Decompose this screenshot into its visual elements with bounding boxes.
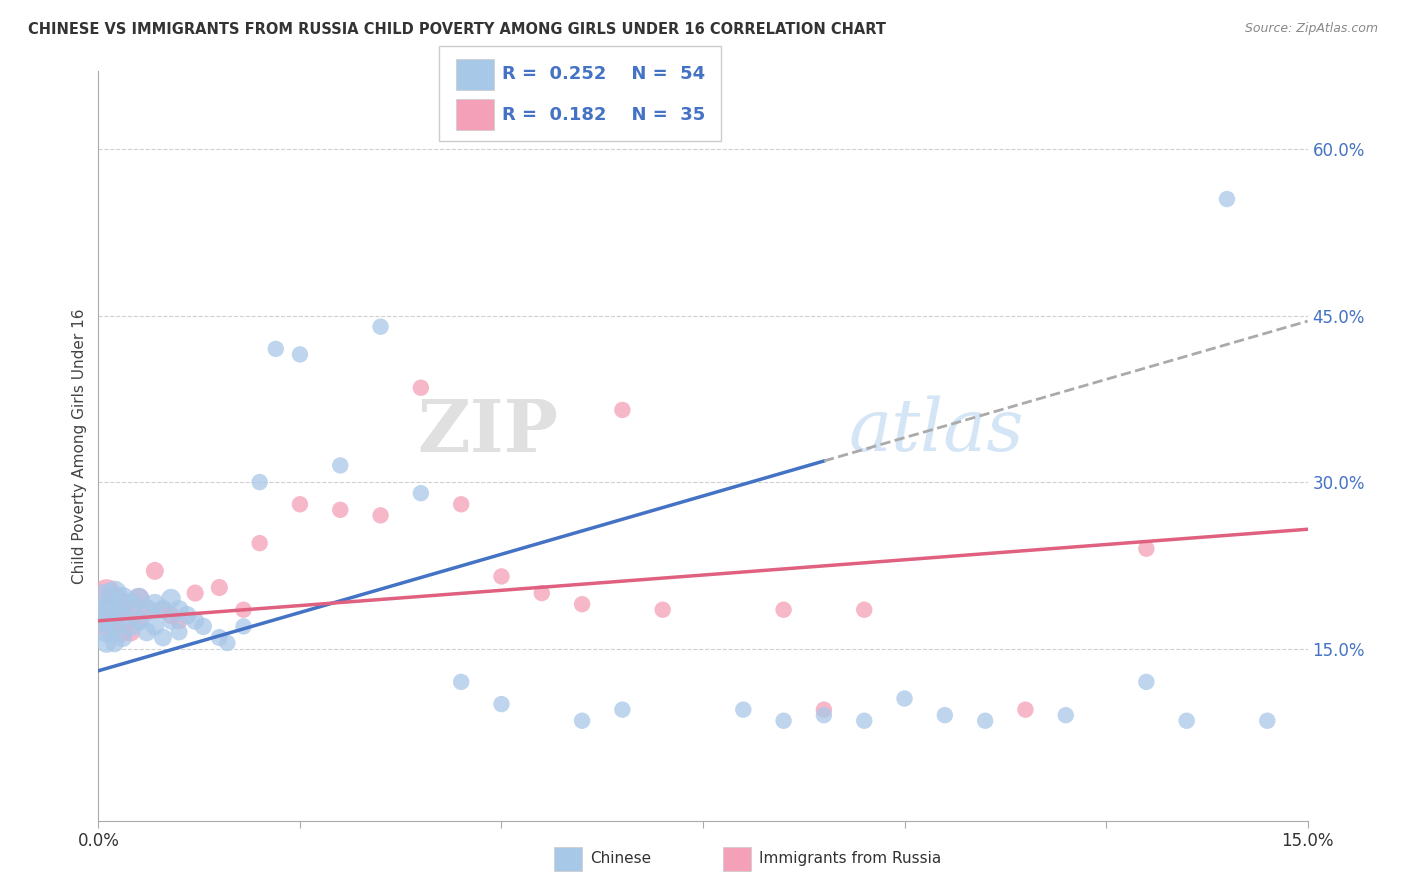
Point <box>120 624 142 639</box>
Point <box>264 342 287 356</box>
Point <box>232 619 254 633</box>
Point <box>208 631 231 645</box>
Point <box>96 614 118 628</box>
Point <box>128 591 150 606</box>
Text: CHINESE VS IMMIGRANTS FROM RUSSIA CHILD POVERTY AMONG GIRLS UNDER 16 CORRELATION: CHINESE VS IMMIGRANTS FROM RUSSIA CHILD … <box>28 22 886 37</box>
Point <box>103 586 125 600</box>
Point <box>934 708 956 723</box>
Text: atlas: atlas <box>848 396 1024 467</box>
Point <box>167 614 190 628</box>
Point <box>193 619 215 633</box>
Point <box>1135 541 1157 556</box>
Point <box>208 581 231 595</box>
Point <box>450 497 472 511</box>
Point <box>612 703 634 717</box>
Point <box>128 591 150 606</box>
Text: Chinese: Chinese <box>591 851 651 866</box>
Point <box>152 603 174 617</box>
Point <box>184 614 207 628</box>
Point <box>571 714 593 728</box>
Point <box>103 614 125 628</box>
Point <box>409 381 432 395</box>
Point <box>232 603 254 617</box>
Point <box>96 624 118 639</box>
Point <box>96 603 118 617</box>
Point <box>1216 192 1239 206</box>
Point <box>974 714 997 728</box>
Text: Immigrants from Russia: Immigrants from Russia <box>759 851 942 866</box>
Point <box>120 597 142 611</box>
Point <box>813 703 835 717</box>
Point <box>103 636 125 650</box>
Text: Source: ZipAtlas.com: Source: ZipAtlas.com <box>1244 22 1378 36</box>
Point <box>143 597 166 611</box>
Point <box>96 603 118 617</box>
Point <box>96 636 118 650</box>
Point <box>329 458 352 473</box>
Point <box>135 624 157 639</box>
Point <box>772 714 794 728</box>
Point <box>370 319 392 334</box>
Text: ZIP: ZIP <box>418 395 558 467</box>
Point <box>176 608 198 623</box>
Point <box>103 591 125 606</box>
Point <box>1256 714 1278 728</box>
Point <box>733 703 755 717</box>
Point <box>249 475 271 489</box>
Point <box>111 608 134 623</box>
Point <box>217 636 239 650</box>
Point <box>772 603 794 617</box>
Point <box>128 614 150 628</box>
Point <box>893 691 915 706</box>
Point <box>111 591 134 606</box>
Point <box>96 586 118 600</box>
Point <box>409 486 432 500</box>
Point <box>530 586 553 600</box>
Point <box>160 591 183 606</box>
Text: R =  0.252    N =  54: R = 0.252 N = 54 <box>502 65 704 84</box>
Point <box>143 564 166 578</box>
Point <box>103 603 125 617</box>
Point <box>1175 714 1198 728</box>
Point <box>450 674 472 689</box>
Point <box>111 597 134 611</box>
Point <box>120 603 142 617</box>
Point <box>152 631 174 645</box>
Point <box>853 714 876 728</box>
Point <box>96 619 118 633</box>
Point <box>1014 703 1036 717</box>
Point <box>1054 708 1077 723</box>
Y-axis label: Child Poverty Among Girls Under 16: Child Poverty Among Girls Under 16 <box>72 309 87 583</box>
Point <box>135 603 157 617</box>
Point <box>167 624 190 639</box>
Point <box>160 608 183 623</box>
Point <box>853 603 876 617</box>
Point <box>152 603 174 617</box>
Point <box>120 619 142 633</box>
Point <box>111 624 134 639</box>
Point <box>1135 674 1157 689</box>
Point <box>329 503 352 517</box>
Point <box>249 536 271 550</box>
Point <box>288 497 311 511</box>
Point <box>143 619 166 633</box>
Point <box>491 697 513 711</box>
Point <box>96 591 118 606</box>
Point <box>491 569 513 583</box>
Point <box>288 347 311 361</box>
Point <box>184 586 207 600</box>
Point <box>813 708 835 723</box>
Point <box>370 508 392 523</box>
Point <box>612 403 634 417</box>
Point <box>160 614 183 628</box>
Point <box>167 603 190 617</box>
Text: R =  0.182    N =  35: R = 0.182 N = 35 <box>502 105 706 124</box>
Point <box>651 603 673 617</box>
Point <box>103 619 125 633</box>
Point <box>111 631 134 645</box>
Point <box>571 597 593 611</box>
Point <box>128 614 150 628</box>
Point <box>135 603 157 617</box>
